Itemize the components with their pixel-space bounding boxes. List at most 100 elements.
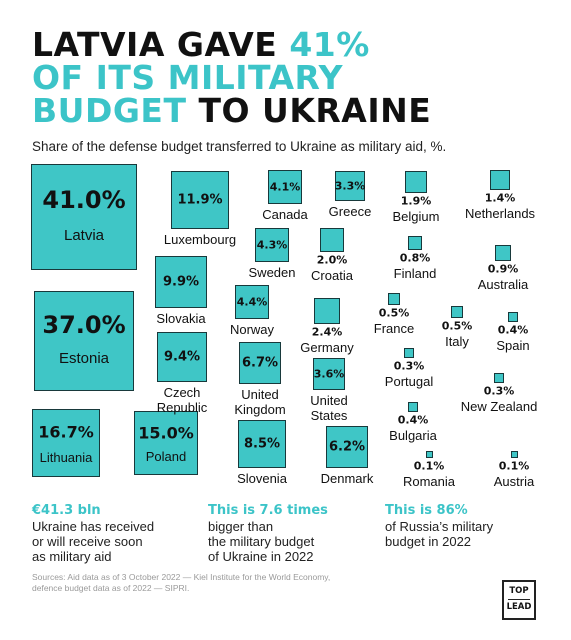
square-slovakia xyxy=(154,255,208,309)
value-label-portugal: 0.3% xyxy=(393,359,425,373)
country-label-sweden: Sweden xyxy=(248,265,296,281)
country-label-bulgaria: Bulgaria xyxy=(389,428,437,444)
country-label-estonia: Estonia xyxy=(58,350,110,368)
square-lithuania xyxy=(32,409,100,477)
country-label-netherlands: Netherlands xyxy=(464,205,536,221)
country-label-luxembourg: Luxembourg xyxy=(163,231,237,247)
value-label-slovenia: 8.5% xyxy=(243,436,281,452)
sources-note: Sources: Aid data as of 3 October 2022 —… xyxy=(32,572,331,593)
value-label-czech-republic: 9.4% xyxy=(163,349,201,365)
square-australia xyxy=(495,245,511,261)
headline: LATVIA GAVE 41% OF ITS MILITARY BUDGET T… xyxy=(32,28,552,127)
square-latvia xyxy=(30,163,138,271)
country-label-germany: Germany xyxy=(300,339,354,355)
country-label-lithuania: Lithuania xyxy=(39,449,93,465)
value-label-united-kingdom: 6.7% xyxy=(241,355,279,371)
square-estonia xyxy=(33,290,135,392)
country-label-australia: Australia xyxy=(477,276,529,292)
headline-line-2: OF ITS MILITARY xyxy=(32,58,344,97)
value-label-estonia: 37.0% xyxy=(42,310,126,339)
country-label-new-zealand: New Zealand xyxy=(460,398,538,414)
value-label-italy: 0.5% xyxy=(441,319,473,333)
country-label-portugal: Portugal xyxy=(384,373,434,389)
square-germany xyxy=(314,298,340,324)
country-label-united-kingdom: United Kingdom xyxy=(234,387,286,418)
country-label-latvia: Latvia xyxy=(63,226,105,244)
headline-line-3: BUDGET TO UKRAINE xyxy=(32,94,552,127)
value-label-greece: 3.3% xyxy=(334,179,366,193)
value-label-belgium: 1.9% xyxy=(400,194,432,208)
country-label-france: France xyxy=(373,320,415,336)
value-label-bulgaria: 0.4% xyxy=(397,413,429,427)
headline-line-1: LATVIA GAVE 41% xyxy=(32,28,552,61)
square-czech-republic xyxy=(156,331,208,383)
country-label-belgium: Belgium xyxy=(392,209,440,225)
square-italy xyxy=(451,306,463,318)
country-label-italy: Italy xyxy=(445,333,469,349)
logo-top-text: TOP xyxy=(509,586,529,596)
square-united-kingdom xyxy=(238,341,282,385)
square-romania xyxy=(425,450,433,458)
value-label-australia: 0.9% xyxy=(487,262,519,276)
value-label-lithuania: 16.7% xyxy=(38,422,94,442)
square-sweden xyxy=(254,227,290,263)
logo-bottom-text: LEAD xyxy=(506,602,532,612)
square-luxembourg xyxy=(171,171,229,229)
country-label-finland: Finland xyxy=(393,266,437,282)
square-united-states xyxy=(313,358,345,390)
fact-total-aid: €41.3 bln Ukraine has received or will r… xyxy=(32,503,154,564)
headline-highlight: 41% xyxy=(289,25,370,64)
fact-text: of Ukraine in 2022 xyxy=(208,549,314,564)
chart-subtitle: Share of the defense budget transferred … xyxy=(32,139,447,154)
square-slovenia xyxy=(237,419,287,469)
country-label-slovakia: Slovakia xyxy=(156,311,206,327)
logo-divider xyxy=(508,599,530,600)
square-austria xyxy=(510,450,518,458)
fact-text: budget in 2022 xyxy=(385,534,472,549)
headline-text: TO UKRAINE xyxy=(186,91,432,130)
country-label-spain: Spain xyxy=(496,338,530,354)
country-label-norway: Norway xyxy=(229,322,275,338)
value-label-luxembourg: 11.9% xyxy=(177,192,223,208)
square-canada xyxy=(268,170,302,204)
chart-area: 41.0% Latvia 37.0% Estonia 16.7% Lithuania 15.… xyxy=(0,160,571,490)
value-label-romania: 0.1% xyxy=(413,459,445,472)
square-portugal xyxy=(404,348,414,358)
fact-text: the military budget xyxy=(208,534,315,549)
value-label-norway: 4.4% xyxy=(236,295,268,309)
fact-highlight: €41.3 bln xyxy=(32,503,101,518)
square-poland xyxy=(133,410,199,476)
fact-text: bigger than xyxy=(208,519,274,534)
value-label-croatia: 2.0% xyxy=(316,253,348,267)
fact-text: or will receive soon xyxy=(32,534,143,549)
square-norway xyxy=(234,284,270,320)
value-label-slovakia: 9.9% xyxy=(162,274,200,290)
value-label-spain: 0.4% xyxy=(497,323,529,337)
value-label-france: 0.5% xyxy=(378,306,410,320)
country-label-greece: Greece xyxy=(328,204,372,220)
square-netherlands xyxy=(490,170,510,190)
country-label-romania: Romania xyxy=(402,473,456,489)
top-lead-logo: TOP LEAD xyxy=(502,580,536,620)
square-belgium xyxy=(404,170,428,194)
country-label-canada: Canada xyxy=(262,206,308,222)
value-label-sweden: 4.3% xyxy=(256,238,288,252)
fact-russia-share: This is 86% of Russia’s military budget … xyxy=(385,503,493,549)
square-denmark xyxy=(326,426,368,468)
country-label-austria: Austria xyxy=(493,473,535,489)
square-croatia xyxy=(320,228,344,252)
fact-text: of Russia’s military xyxy=(385,519,494,534)
country-label-denmark: Denmark xyxy=(320,470,374,486)
value-label-new-zealand: 0.3% xyxy=(483,384,515,398)
value-label-austria: 0.1% xyxy=(498,459,530,472)
country-label-czech-republic: Czech Republic xyxy=(156,385,208,416)
fact-text: as military aid xyxy=(32,549,112,564)
value-label-germany: 2.4% xyxy=(311,325,343,339)
square-finland xyxy=(407,235,423,251)
value-label-netherlands: 1.4% xyxy=(484,191,516,205)
headline-text: LATVIA GAVE xyxy=(32,25,290,64)
fact-highlight: This is 86% xyxy=(385,503,468,518)
value-label-finland: 0.8% xyxy=(399,251,431,265)
value-label-poland: 15.0% xyxy=(138,423,194,443)
fact-times-bigger: This is 7.6 times bigger than the milita… xyxy=(208,503,328,564)
